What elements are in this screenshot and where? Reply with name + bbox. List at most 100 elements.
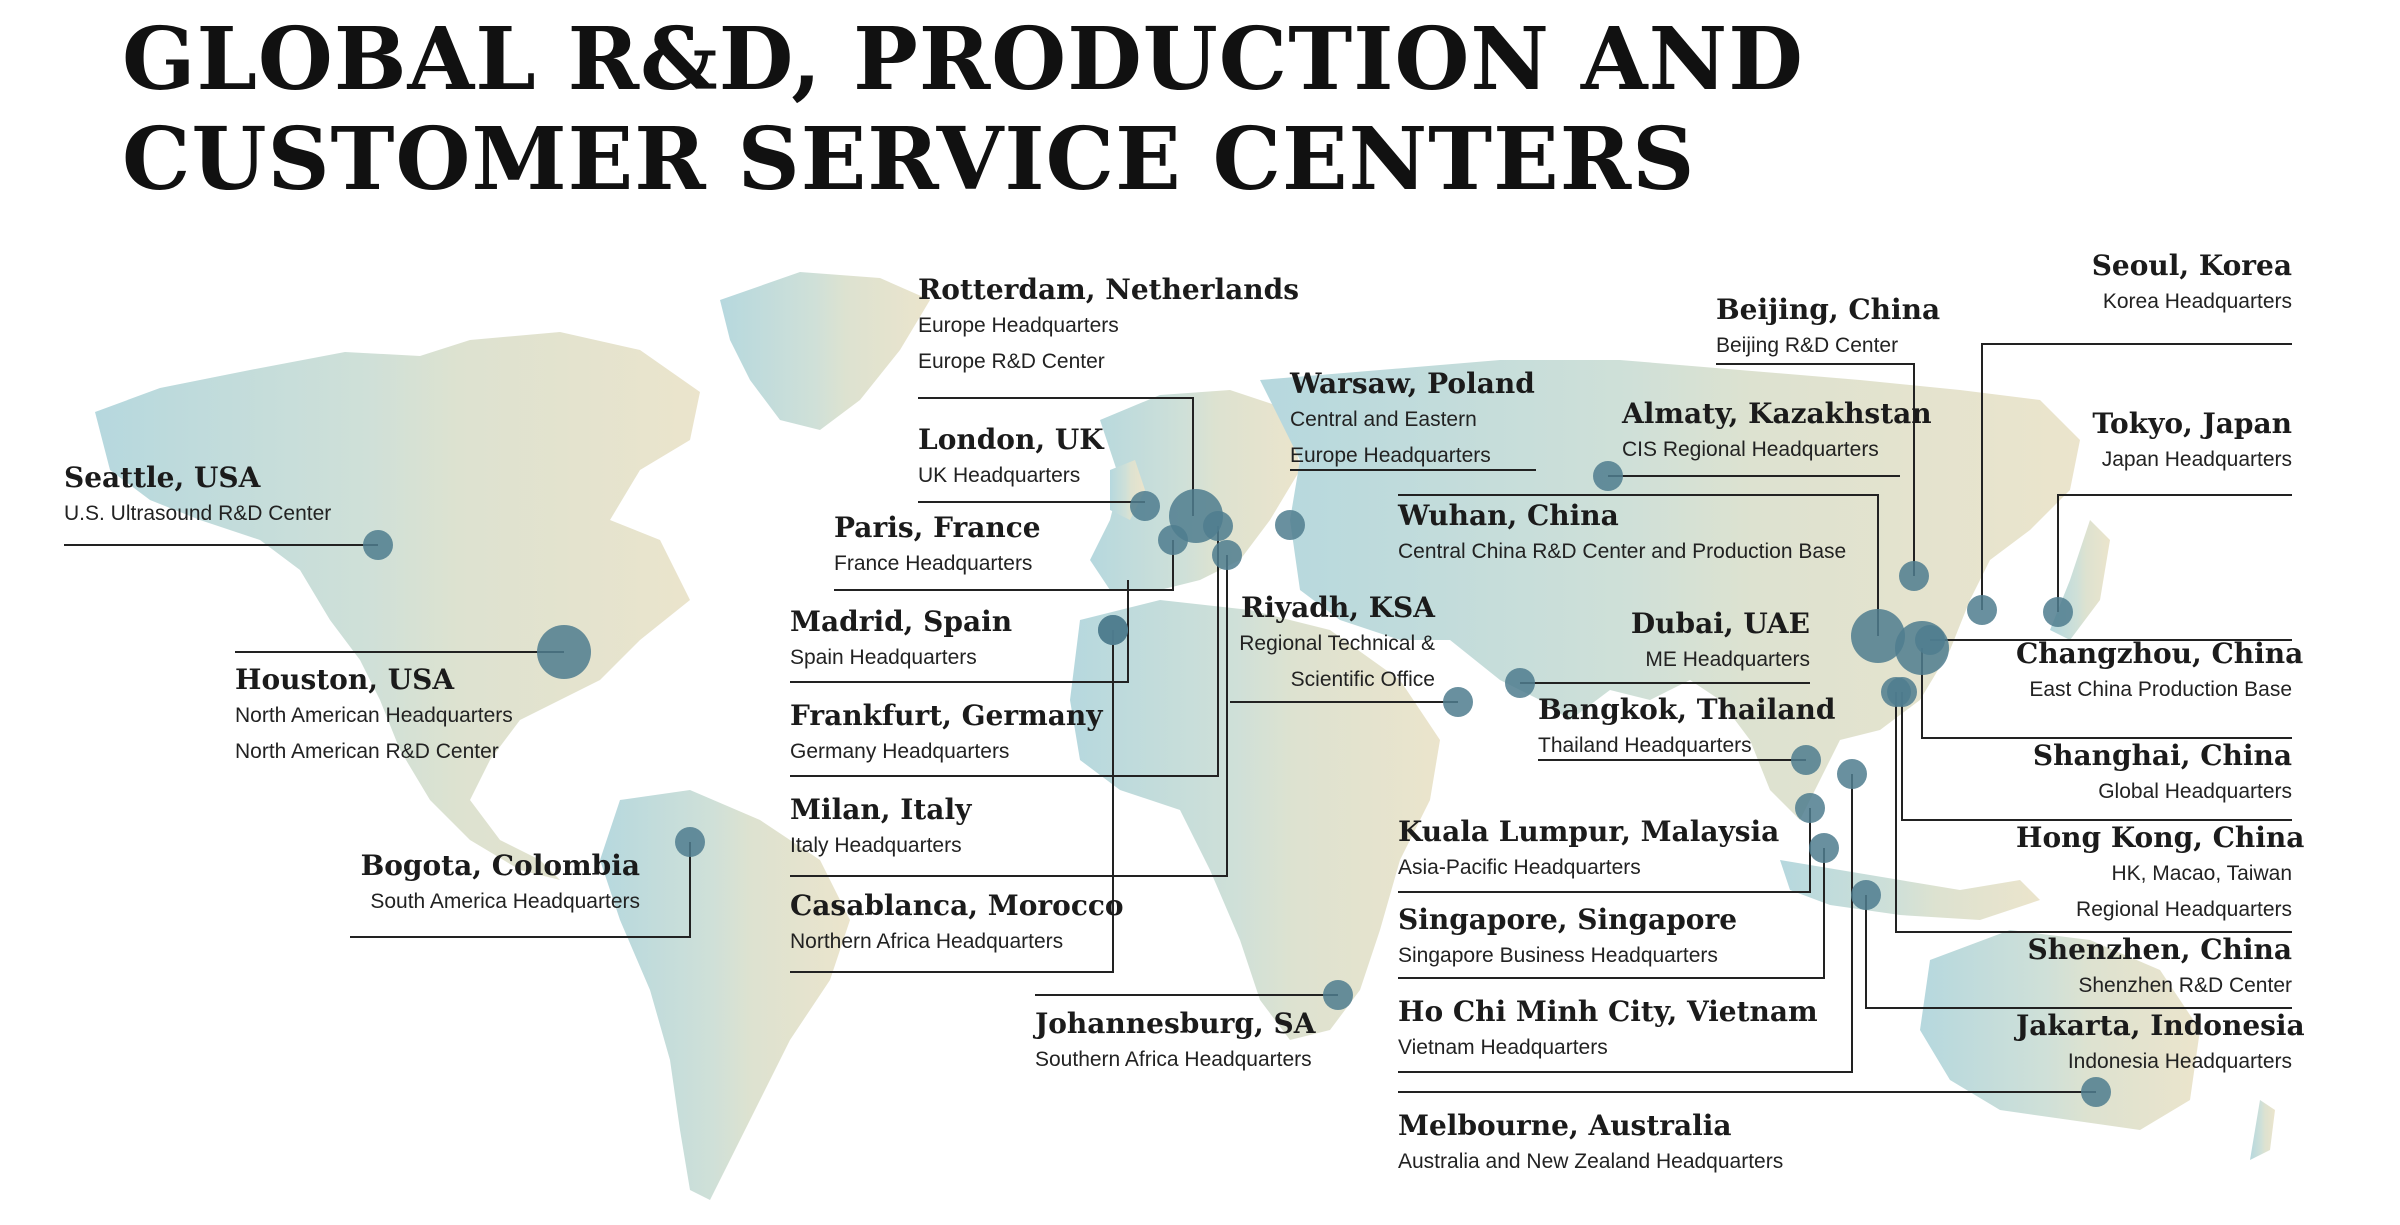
title-line-2: CUSTOMER SERVICE CENTERS: [122, 109, 1696, 210]
location-label-seattle: Seattle, USA U.S. Ultrasound R&D Center: [64, 460, 331, 532]
location-dot-johannesburg[interactable]: [1323, 980, 1353, 1010]
location-name: Riyadh, KSA: [1240, 591, 1435, 624]
location-name: Changzhou, China: [2016, 637, 2304, 670]
location-description: Regional Technical &: [1239, 632, 1435, 655]
location-description: Shenzhen R&D Center: [2078, 974, 2292, 997]
location-label-changzhou: Changzhou, China East China Production Ba…: [2016, 636, 2304, 708]
location-label-kualalumpur: Kuala Lumpur, Malaysia Asia-Pacific Headq…: [1398, 814, 1779, 886]
location-label-paris: Paris, France France Headquarters: [834, 510, 1041, 582]
location-description: CIS Regional Headquarters: [1622, 438, 1879, 461]
location-dot-dubai[interactable]: [1505, 668, 1535, 698]
location-label-hongkong: Hong Kong, China HK, Macao, Taiwan Regiona…: [2016, 820, 2305, 928]
leader-line-wuhan: [1398, 494, 1879, 636]
greenland: [720, 272, 930, 430]
location-description: Central China R&D Center and Production …: [1398, 540, 1847, 563]
location-name: Rotterdam, Netherlands: [918, 273, 1299, 306]
location-description: South America Headquarters: [370, 890, 640, 913]
location-dot-houston[interactable]: [537, 625, 591, 679]
location-dot-paris[interactable]: [1158, 525, 1188, 555]
location-description: Scientific Office: [1290, 668, 1435, 691]
australia: [1920, 930, 2200, 1130]
location-name: Johannesburg, SA: [1035, 1007, 1316, 1040]
north-america: [95, 332, 700, 880]
location-name: Casablanca, Morocco: [790, 889, 1124, 922]
location-name: Jakarta, Indonesia: [2016, 1009, 2305, 1042]
location-dot-wuhan[interactable]: [1851, 609, 1905, 663]
location-label-bangkok: Bangkok, Thailand Thailand Headquarters: [1538, 692, 1835, 764]
location-name: Tokyo, Japan: [2092, 407, 2292, 440]
leader-line-rotterdam: [918, 397, 1194, 516]
leader-line-seoul: [1981, 343, 2292, 610]
location-name: Almaty, Kazakhstan: [1622, 397, 1932, 430]
location-name: Bangkok, Thailand: [1538, 693, 1836, 726]
location-name: Kuala Lumpur, Malaysia: [1398, 815, 1780, 848]
location-name: Seoul, Korea: [2091, 249, 2292, 282]
location-dot-warsaw[interactable]: [1275, 510, 1305, 540]
location-description: East China Production Base: [2029, 678, 2292, 701]
location-dot-bogota[interactable]: [675, 827, 705, 857]
leader-line-jakarta: [1865, 895, 2292, 1009]
location-name: London, UK: [918, 423, 1104, 456]
location-dot-beijing[interactable]: [1899, 561, 1929, 591]
location-label-dubai: Dubai, UAE ME Headquarters: [1550, 606, 1810, 678]
location-dot-milan[interactable]: [1212, 540, 1242, 570]
location-description: U.S. Ultrasound R&D Center: [64, 502, 332, 525]
leader-line-hochiminh: [1398, 774, 1853, 1073]
location-label-shenzhen: Shenzhen, China Shenzhen R&D Center: [2016, 932, 2292, 1004]
location-dot-almaty[interactable]: [1593, 461, 1623, 491]
location-label-milan: Milan, Italy Italy Headquarters: [790, 792, 971, 864]
location-dot-london[interactable]: [1130, 491, 1160, 521]
indonesia: [1780, 860, 2040, 920]
location-dot-seoul[interactable]: [1967, 595, 1997, 625]
location-dot-melbourne[interactable]: [2081, 1077, 2111, 1107]
location-dot-casablanca[interactable]: [1098, 615, 1128, 645]
location-dot-seattle[interactable]: [363, 530, 393, 560]
location-label-jakarta: Jakarta, Indonesia Indonesia Headquarters: [2016, 1008, 2305, 1080]
location-dot-shenzhen[interactable]: [1881, 677, 1911, 707]
location-name: Paris, France: [834, 511, 1041, 544]
leader-line-paris: [834, 540, 1174, 591]
location-dot-bangkok[interactable]: [1791, 745, 1821, 775]
location-name: Warsaw, Poland: [1290, 367, 1535, 400]
location-dot-jakarta[interactable]: [1851, 880, 1881, 910]
location-description: Europe R&D Center: [918, 350, 1105, 373]
location-name: Seattle, USA: [64, 461, 261, 494]
location-description: Spain Headquarters: [790, 646, 977, 669]
location-description: Northern Africa Headquarters: [790, 930, 1064, 953]
leader-line-milan: [790, 555, 1228, 877]
location-dot-shanghai[interactable]: [1895, 621, 1949, 675]
location-label-melbourne: Melbourne, Australia Australia and New Ze…: [1398, 1108, 1783, 1180]
location-dot-hochiminh[interactable]: [1837, 759, 1867, 789]
location-dot-kualalumpur[interactable]: [1795, 793, 1825, 823]
leader-line-shanghai: [1921, 648, 2292, 739]
location-label-warsaw: Warsaw, Poland Central and Eastern Europe …: [1290, 366, 1535, 474]
location-description: Asia-Pacific Headquarters: [1398, 856, 1641, 879]
location-description: Singapore Business Headquarters: [1398, 944, 1718, 967]
location-description: UK Headquarters: [918, 464, 1081, 487]
location-name: Beijing, China: [1716, 293, 1941, 326]
location-dot-tokyo[interactable]: [2043, 597, 2073, 627]
location-label-bogota: Bogota, Colombia South America Headquarte…: [350, 848, 640, 920]
location-name: Shanghai, China: [2032, 739, 2292, 772]
leader-line-casablanca: [790, 630, 1114, 973]
location-name: Hong Kong, China: [2016, 821, 2305, 854]
location-description: Italy Headquarters: [790, 834, 962, 857]
location-label-houston: Houston, USA North American Headquarters N…: [235, 662, 513, 770]
location-label-shanghai: Shanghai, China Global Headquarters: [2016, 738, 2292, 810]
location-label-beijing: Beijing, China Beijing R&D Center: [1716, 292, 1940, 364]
location-name: Dubai, UAE: [1630, 607, 1810, 640]
location-description: Germany Headquarters: [790, 740, 1010, 763]
leader-line-shenzhen: [1895, 692, 2292, 933]
leader-line-hongkong: [1901, 692, 2292, 821]
location-label-hochiminh: Ho Chi Minh City, Vietnam Vietnam Headqua…: [1398, 994, 1818, 1066]
title-line-1: GLOBAL R&D, PRODUCTION AND: [122, 9, 1804, 110]
location-dot-frankfurt[interactable]: [1203, 511, 1233, 541]
location-label-rotterdam: Rotterdam, Netherlands Europe Headquarter…: [918, 272, 1299, 380]
location-description: France Headquarters: [834, 552, 1033, 575]
location-dot-singapore[interactable]: [1809, 833, 1839, 863]
location-label-riyadh: Riyadh, KSA Regional Technical & Scientifi…: [1230, 590, 1435, 698]
location-description: North American R&D Center: [235, 740, 499, 763]
location-dot-riyadh[interactable]: [1443, 687, 1473, 717]
location-description: Japan Headquarters: [2101, 448, 2292, 471]
